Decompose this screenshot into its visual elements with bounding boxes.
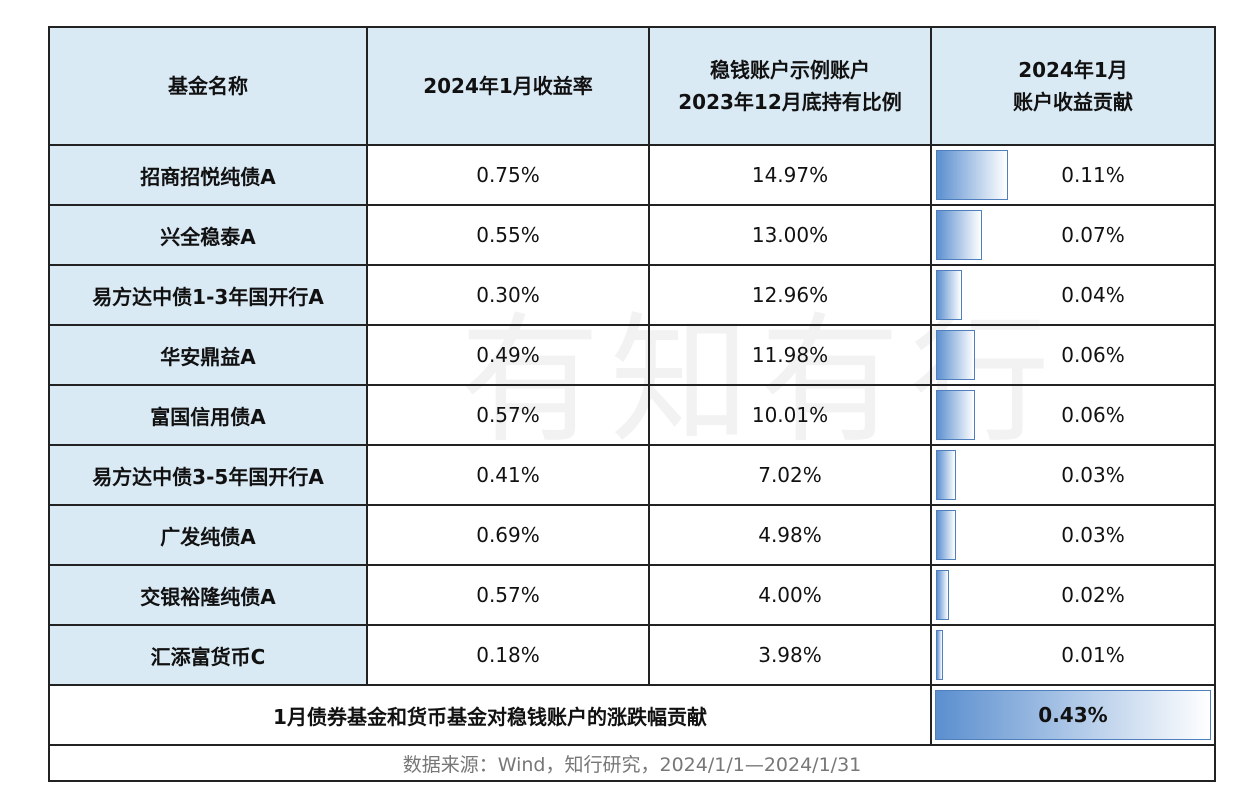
fund-contribution-cell: 0.03% xyxy=(930,444,1216,506)
fund-return: 0.57% xyxy=(366,564,650,626)
fund-contribution: 0.03% xyxy=(1061,463,1125,487)
summary-total: 0.43% xyxy=(1038,703,1108,727)
fund-name: 广发纯债A xyxy=(48,504,368,566)
fund-return: 0.75% xyxy=(366,144,650,206)
source-note: 数据来源：Wind，知行研究，2024/1/1—2024/1/31 xyxy=(48,744,1216,782)
contribution-bar xyxy=(936,570,950,620)
header-contribution: 2024年1月 账户收益贡献 xyxy=(930,26,1216,146)
source-row: 数据来源：Wind，知行研究，2024/1/1—2024/1/31 xyxy=(48,744,1216,782)
contribution-bar xyxy=(936,150,1008,200)
contribution-bar xyxy=(936,210,982,260)
table-row: 易方达中债1-3年国开行A 0.30% 12.96% 0.04% xyxy=(48,264,1216,326)
fund-contribution-cell: 0.07% xyxy=(930,204,1216,266)
fund-contribution-cell: 0.06% xyxy=(930,384,1216,446)
contribution-bar xyxy=(936,390,976,440)
fund-weight: 14.97% xyxy=(648,144,932,206)
contribution-bar xyxy=(936,630,943,680)
fund-contribution-table: 基金名称 2024年1月收益率 稳钱账户示例账户 2023年12月底持有比例 2… xyxy=(48,26,1216,782)
fund-weight: 10.01% xyxy=(648,384,932,446)
fund-contribution: 0.02% xyxy=(1061,583,1125,607)
fund-return: 0.55% xyxy=(366,204,650,266)
fund-return: 0.41% xyxy=(366,444,650,506)
fund-name: 易方达中债1-3年国开行A xyxy=(48,264,368,326)
fund-weight: 11.98% xyxy=(648,324,932,386)
table-row: 华安鼎益A 0.49% 11.98% 0.06% xyxy=(48,324,1216,386)
header-return: 2024年1月收益率 xyxy=(366,26,650,146)
fund-contribution-cell: 0.01% xyxy=(930,624,1216,686)
table-row: 交银裕隆纯债A 0.57% 4.00% 0.02% xyxy=(48,564,1216,626)
fund-weight: 3.98% xyxy=(648,624,932,686)
fund-name: 交银裕隆纯债A xyxy=(48,564,368,626)
fund-contribution: 0.03% xyxy=(1061,523,1125,547)
fund-contribution-cell: 0.11% xyxy=(930,144,1216,206)
header-contribution-line1: 2024年1月 xyxy=(1018,58,1128,82)
fund-name: 易方达中债3-5年国开行A xyxy=(48,444,368,506)
table-row: 汇添富货币C 0.18% 3.98% 0.01% xyxy=(48,624,1216,686)
fund-contribution: 0.01% xyxy=(1061,643,1125,667)
contribution-bar xyxy=(936,450,956,500)
header-weight-line1: 稳钱账户示例账户 xyxy=(710,58,870,82)
contribution-bar xyxy=(936,270,963,320)
fund-contribution: 0.06% xyxy=(1061,343,1125,367)
fund-contribution: 0.04% xyxy=(1061,283,1125,307)
contribution-bar xyxy=(936,510,956,560)
fund-weight: 4.00% xyxy=(648,564,932,626)
total-bar xyxy=(935,690,1211,740)
fund-weight: 13.00% xyxy=(648,204,932,266)
fund-name: 兴全稳泰A xyxy=(48,204,368,266)
fund-weight: 12.96% xyxy=(648,264,932,326)
table-row: 兴全稳泰A 0.55% 13.00% 0.07% xyxy=(48,204,1216,266)
contribution-bar xyxy=(936,330,976,380)
header-row: 基金名称 2024年1月收益率 稳钱账户示例账户 2023年12月底持有比例 2… xyxy=(48,26,1216,146)
table-row: 易方达中债3-5年国开行A 0.41% 7.02% 0.03% xyxy=(48,444,1216,506)
fund-return: 0.69% xyxy=(366,504,650,566)
fund-contribution: 0.11% xyxy=(1061,163,1125,187)
header-weight: 稳钱账户示例账户 2023年12月底持有比例 xyxy=(648,26,932,146)
fund-contribution-cell: 0.03% xyxy=(930,504,1216,566)
table-row: 富国信用债A 0.57% 10.01% 0.06% xyxy=(48,384,1216,446)
header-contribution-line2: 账户收益贡献 xyxy=(1013,90,1133,114)
fund-name: 招商招悦纯债A xyxy=(48,144,368,206)
fund-name: 汇添富货币C xyxy=(48,624,368,686)
header-weight-line2: 2023年12月底持有比例 xyxy=(678,90,902,114)
fund-contribution: 0.06% xyxy=(1061,403,1125,427)
summary-label: 1月债券基金和货币基金对稳钱账户的涨跌幅贡献 xyxy=(48,684,932,746)
fund-weight: 4.98% xyxy=(648,504,932,566)
table-row: 招商招悦纯债A 0.75% 14.97% 0.11% xyxy=(48,144,1216,206)
fund-return: 0.30% xyxy=(366,264,650,326)
fund-contribution-cell: 0.06% xyxy=(930,324,1216,386)
fund-contribution: 0.07% xyxy=(1061,223,1125,247)
header-fund-name: 基金名称 xyxy=(48,26,368,146)
fund-return: 0.49% xyxy=(366,324,650,386)
fund-return: 0.57% xyxy=(366,384,650,446)
fund-name: 富国信用债A xyxy=(48,384,368,446)
table-row: 广发纯债A 0.69% 4.98% 0.03% xyxy=(48,504,1216,566)
summary-row: 1月债券基金和货币基金对稳钱账户的涨跌幅贡献 0.43% xyxy=(48,684,1216,746)
fund-weight: 7.02% xyxy=(648,444,932,506)
fund-contribution-cell: 0.02% xyxy=(930,564,1216,626)
summary-total-cell: 0.43% xyxy=(930,684,1216,746)
fund-return: 0.18% xyxy=(366,624,650,686)
fund-name: 华安鼎益A xyxy=(48,324,368,386)
fund-contribution-cell: 0.04% xyxy=(930,264,1216,326)
